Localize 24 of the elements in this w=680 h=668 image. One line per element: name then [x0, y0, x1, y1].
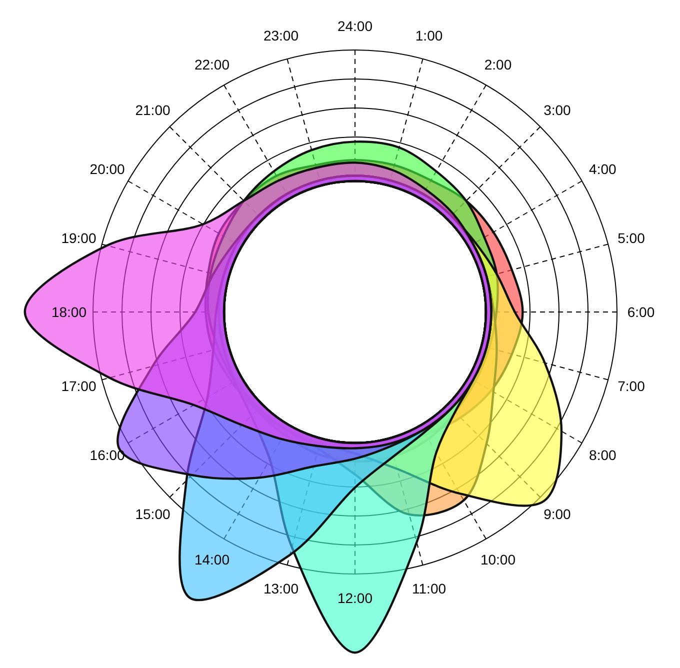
spoke-label: 12:00 — [337, 590, 373, 606]
spoke-label: 4:00 — [589, 161, 617, 177]
spoke-label: 10:00 — [480, 552, 516, 568]
spoke-label: 15:00 — [135, 506, 170, 522]
spoke-label: 11:00 — [412, 580, 446, 596]
spoke-label: 20:00 — [90, 161, 126, 177]
spoke-label: 22:00 — [194, 56, 230, 72]
spoke-label: 23:00 — [263, 28, 299, 44]
spoke-label: 14:00 — [194, 552, 230, 568]
spoke-label: 7:00 — [618, 378, 646, 394]
spoke-label: 19:00 — [61, 230, 96, 246]
spoke-label: 17:00 — [61, 378, 96, 394]
spoke-label: 2:00 — [484, 56, 512, 72]
spoke-label: 16:00 — [90, 447, 126, 463]
spoke-label: 8:00 — [589, 447, 617, 463]
spoke-label: 3:00 — [544, 102, 572, 118]
spoke-label: 21:00 — [135, 102, 170, 118]
spoke-label: 5:00 — [618, 230, 646, 246]
spoke-label: 9:00 — [544, 506, 572, 522]
spoke-label: 13:00 — [263, 580, 299, 596]
spoke-label: 24:00 — [337, 18, 373, 34]
spoke-label: 1:00 — [415, 28, 443, 44]
spoke-label: 18:00 — [51, 304, 87, 320]
spoke-label: 6:00 — [627, 304, 655, 320]
